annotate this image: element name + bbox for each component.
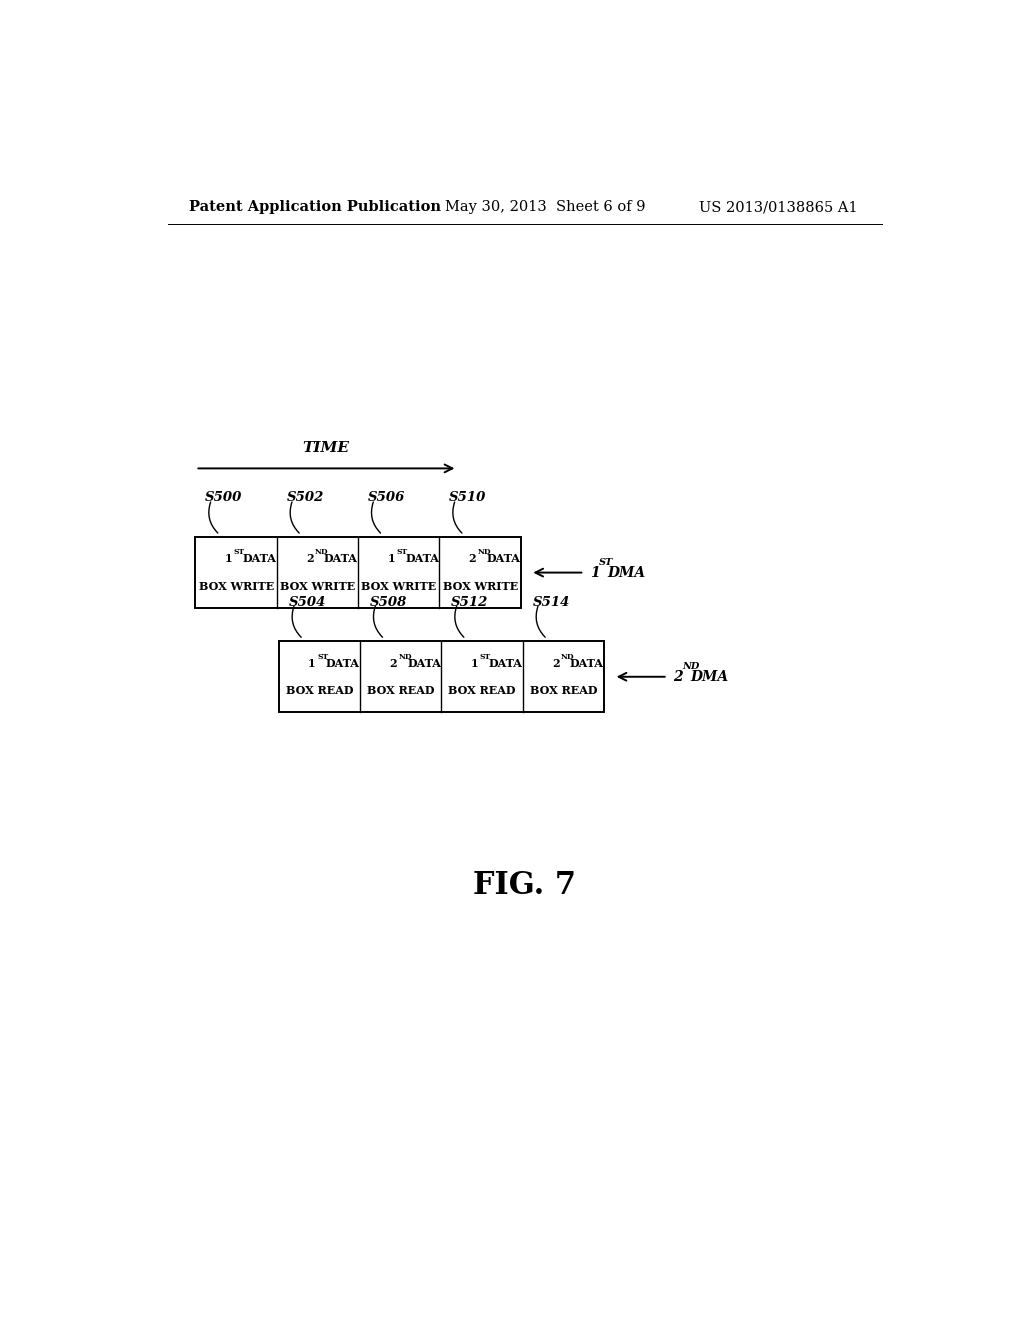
- Text: ND: ND: [561, 652, 574, 660]
- Text: ND: ND: [478, 548, 492, 556]
- Text: DMA: DMA: [690, 669, 729, 684]
- Text: DATA: DATA: [486, 553, 520, 565]
- Text: S508: S508: [370, 595, 408, 609]
- Text: ST: ST: [599, 558, 612, 566]
- Text: BOX READ: BOX READ: [449, 685, 516, 696]
- Text: BOX READ: BOX READ: [286, 685, 353, 696]
- Text: BOX READ: BOX READ: [529, 685, 597, 696]
- Text: BOX WRITE: BOX WRITE: [442, 581, 518, 591]
- Text: ST: ST: [396, 548, 408, 556]
- Text: BOX READ: BOX READ: [367, 685, 434, 696]
- Text: S506: S506: [368, 491, 406, 504]
- Text: BOX WRITE: BOX WRITE: [199, 581, 273, 591]
- Text: TIME: TIME: [303, 441, 349, 455]
- Text: May 30, 2013  Sheet 6 of 9: May 30, 2013 Sheet 6 of 9: [445, 201, 646, 214]
- Bar: [196, 537, 521, 609]
- Text: 2: 2: [673, 669, 683, 684]
- Text: ST: ST: [317, 652, 329, 660]
- Text: 1: 1: [387, 553, 395, 565]
- Text: DMA: DMA: [607, 565, 645, 579]
- Text: 1: 1: [590, 565, 599, 579]
- Text: DATA: DATA: [324, 553, 357, 565]
- Text: FIG. 7: FIG. 7: [473, 870, 577, 900]
- Text: 1: 1: [308, 657, 315, 669]
- Text: 1: 1: [471, 657, 478, 669]
- Text: 2: 2: [469, 553, 476, 565]
- Text: BOX WRITE: BOX WRITE: [280, 581, 355, 591]
- Text: ND: ND: [398, 652, 412, 660]
- Text: ST: ST: [233, 548, 245, 556]
- Text: S512: S512: [452, 595, 488, 609]
- Text: ND: ND: [682, 663, 699, 671]
- Text: 2: 2: [306, 553, 313, 565]
- Text: ND: ND: [315, 548, 329, 556]
- Text: BOX WRITE: BOX WRITE: [361, 581, 436, 591]
- Text: DATA: DATA: [408, 657, 441, 669]
- Text: ST: ST: [480, 652, 492, 660]
- Text: DATA: DATA: [569, 657, 604, 669]
- Text: S502: S502: [287, 491, 324, 504]
- Text: DATA: DATA: [488, 657, 522, 669]
- Text: DATA: DATA: [406, 553, 439, 565]
- Text: 2: 2: [389, 657, 397, 669]
- Text: S500: S500: [205, 491, 243, 504]
- Text: DATA: DATA: [243, 553, 276, 565]
- Text: 1: 1: [224, 553, 232, 565]
- Text: Patent Application Publication: Patent Application Publication: [189, 201, 441, 214]
- Text: 2: 2: [552, 657, 559, 669]
- Text: S510: S510: [450, 491, 486, 504]
- Bar: [279, 642, 604, 713]
- Text: US 2013/0138865 A1: US 2013/0138865 A1: [699, 201, 858, 214]
- Text: S514: S514: [532, 595, 570, 609]
- Text: DATA: DATA: [326, 657, 359, 669]
- Text: S504: S504: [289, 595, 326, 609]
